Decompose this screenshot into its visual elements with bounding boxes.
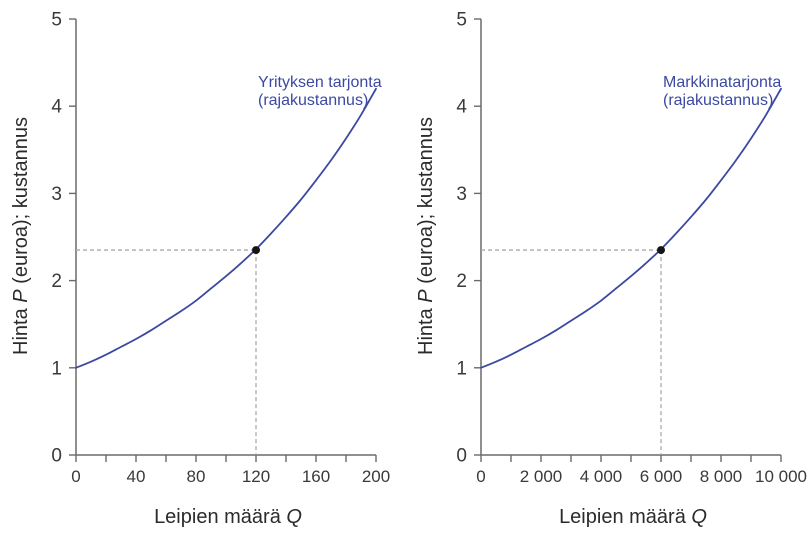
y-tick-label: 5 (456, 10, 467, 31)
x-tick-label: 2 000 (520, 467, 563, 486)
marker-dot (657, 246, 665, 255)
x-axis-title-variable: Q (286, 506, 302, 528)
y-axis-title: Hinta P (euroa); kustannus (414, 86, 438, 386)
y-tick-label: 3 (456, 184, 467, 205)
x-tick-label: 10 000 (755, 467, 807, 486)
x-tick-label: 80 (187, 467, 206, 486)
firm-supply-chart: 0 1 2 3 4 5 0 40 80 120 160 200 Hinta P (euroa); ku… (9, 10, 390, 529)
y-tick-label: 5 (51, 10, 62, 31)
curve-label-line2: (rajakustannus) (258, 91, 369, 109)
y-axis-title: Hinta P (euroa); kustannus (9, 86, 33, 386)
x-axis-title-text: Leipien määrä (154, 506, 287, 528)
firm-supply-plot-area: 0 1 2 3 4 5 0 40 80 120 160 200 (51, 10, 390, 487)
y-tick-label: 2 (51, 271, 62, 292)
y-axis-title-text-2: (euroa); kustannus (10, 117, 32, 290)
x-tick-label: 40 (127, 467, 146, 486)
supply-curve (75, 87, 377, 369)
y-tick-label: 0 (51, 446, 62, 467)
x-axis-title-variable: Q (691, 506, 707, 528)
curve-label-line2: (rajakustannus) (663, 91, 774, 109)
y-tick-label: 1 (51, 358, 62, 379)
y-tick-label: 0 (456, 446, 467, 467)
y-tick-label: 2 (456, 271, 467, 292)
y-tick-label: 4 (51, 97, 62, 118)
y-axis-title-variable: P (415, 289, 437, 303)
x-tick-label: 4 000 (580, 467, 623, 486)
marker-dot (252, 246, 260, 255)
market-supply-plot-area: 0 1 2 3 4 5 0 2 000 4 000 6 000 8 000 10 000 (456, 10, 807, 487)
x-axis-title-text: Leipien määrä (559, 506, 692, 528)
y-axis-title-text: Hinta (10, 302, 32, 355)
curve-label: Yrityksen tarjonta (rajakustannus) (258, 74, 382, 109)
y-axis-title-text: Hinta (415, 302, 437, 355)
y-axis-title-variable: P (10, 289, 32, 303)
x-tick-label: 8 000 (700, 467, 743, 486)
x-axis-title: Leipien määrä Q (483, 505, 783, 529)
x-tick-label: 0 (71, 467, 80, 486)
curve-label-line1: Yrityksen tarjonta (258, 74, 382, 91)
y-tick-label: 4 (456, 97, 467, 118)
y-tick-label: 1 (456, 358, 467, 379)
curve-label-line1: Markkinatarjonta (663, 74, 782, 91)
x-tick-label: 6 000 (640, 467, 683, 486)
market-supply-chart: 0 1 2 3 4 5 0 2 000 4 000 6 000 8 000 10 000 Hinta … (405, 0, 810, 535)
x-tick-label: 160 (302, 467, 330, 486)
y-tick-label: 3 (51, 184, 62, 205)
y-axis-title-text-2: (euroa); kustannus (415, 117, 437, 290)
x-axis-title: Leipien määrä Q (78, 505, 378, 529)
x-tick-label: 200 (362, 467, 390, 486)
curve-label: Markkinatarjonta (rajakustannus) (663, 74, 781, 109)
x-tick-label: 120 (242, 467, 270, 486)
supply-curve (480, 87, 782, 369)
x-tick-label: 0 (476, 467, 485, 486)
